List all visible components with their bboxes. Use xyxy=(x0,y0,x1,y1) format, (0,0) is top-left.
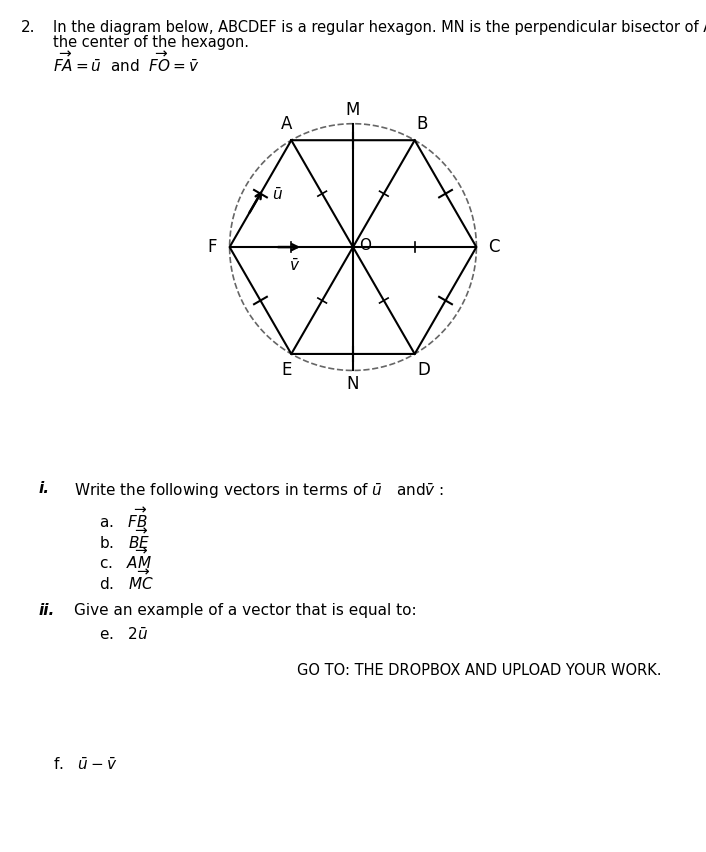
Text: A: A xyxy=(281,115,292,133)
Text: M: M xyxy=(346,101,360,119)
Text: C: C xyxy=(488,238,499,256)
Text: E: E xyxy=(281,361,292,379)
Text: ii.: ii. xyxy=(39,603,55,619)
Text: 2.: 2. xyxy=(21,20,36,35)
Text: the center of the hexagon.: the center of the hexagon. xyxy=(53,35,249,50)
Text: d.   $\overrightarrow{MC}$: d. $\overrightarrow{MC}$ xyxy=(99,568,154,592)
Text: i.: i. xyxy=(39,481,50,497)
Text: b.   $\overrightarrow{BE}$: b. $\overrightarrow{BE}$ xyxy=(99,527,150,551)
Text: e.   $2\bar{u}$: e. $2\bar{u}$ xyxy=(99,627,148,643)
Text: D: D xyxy=(417,361,430,379)
Text: $\bar{u}$: $\bar{u}$ xyxy=(272,187,282,203)
Text: O: O xyxy=(359,239,371,253)
Text: $\bar{v}$: $\bar{v}$ xyxy=(289,258,301,274)
Text: a.   $\overrightarrow{FB}$: a. $\overrightarrow{FB}$ xyxy=(99,507,148,531)
Text: Write the following vectors in terms of $\bar{u}$   and$\bar{v}$ :: Write the following vectors in terms of … xyxy=(74,481,444,500)
Text: N: N xyxy=(347,375,359,393)
Text: $\overrightarrow{FA} = \bar{u}$  and  $\overrightarrow{FO} = \bar{v}$: $\overrightarrow{FA} = \bar{u}$ and $\ov… xyxy=(53,51,199,75)
Text: In the diagram below, ABCDEF is a regular hexagon. MN is the perpendicular bisec: In the diagram below, ABCDEF is a regula… xyxy=(53,20,706,35)
Text: Give an example of a vector that is equal to:: Give an example of a vector that is equa… xyxy=(74,603,417,619)
Text: GO TO: THE DROPBOX AND UPLOAD YOUR WORK.: GO TO: THE DROPBOX AND UPLOAD YOUR WORK. xyxy=(297,663,661,678)
Text: f.   $\bar{u} - \bar{v}$: f. $\bar{u} - \bar{v}$ xyxy=(53,757,117,773)
Text: c.   $\overrightarrow{AM}$: c. $\overrightarrow{AM}$ xyxy=(99,548,152,572)
Text: F: F xyxy=(208,238,217,256)
Text: B: B xyxy=(417,115,428,133)
